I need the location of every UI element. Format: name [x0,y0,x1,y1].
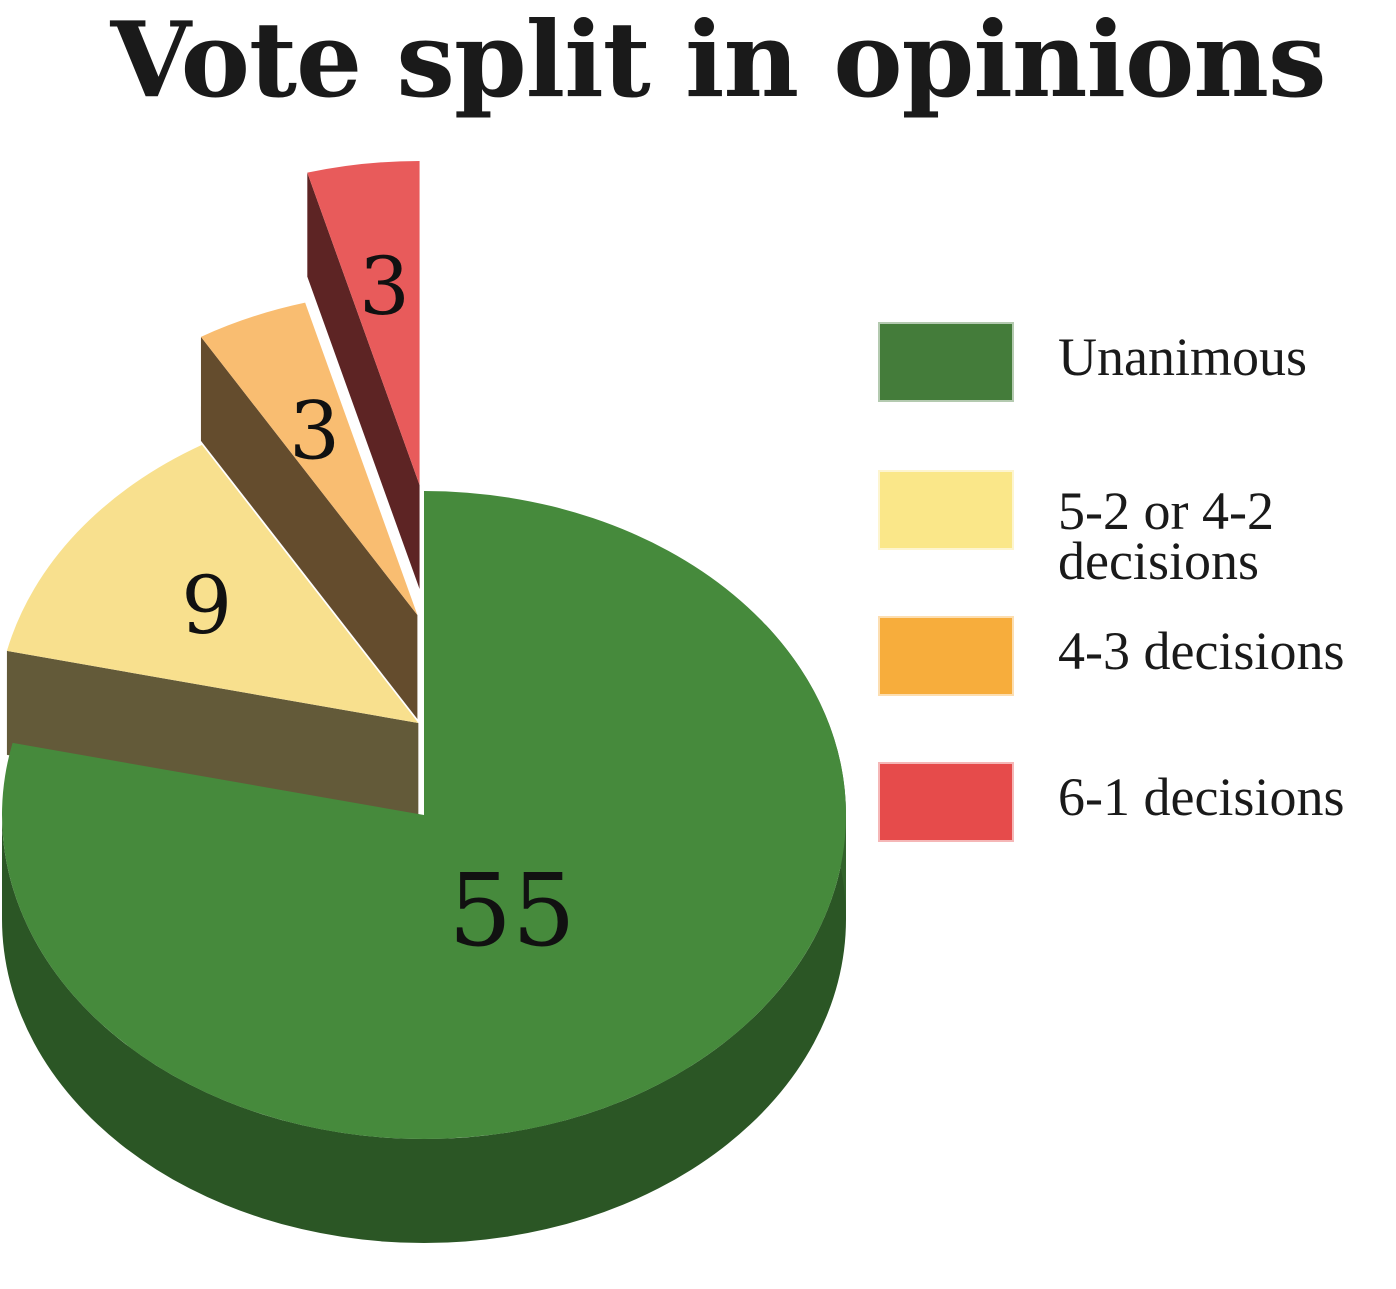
slice-side-wall-0 [2,815,846,1243]
legend-swatch [878,470,1014,550]
slice-value-label-0: 55 [448,852,575,969]
legend-label: 6-1 decisions [1058,767,1396,827]
slice-top-1 [6,444,419,723]
slice-cut-face-2 [200,336,418,719]
slice-top-0 [1,491,846,1139]
pie-slices-layer [1,161,846,1243]
legend-label: Unanimous [1058,327,1396,387]
legend-label-line: 6-1 decisions [1058,767,1345,827]
slice-cut-face-3 [307,172,420,590]
slice-group-1 [6,444,419,827]
slice-cut-face-1 [6,650,419,827]
slice-value-label-1: 9 [181,559,232,652]
legend-swatch [878,762,1014,842]
legend-label-line: Unanimous [1058,327,1307,387]
chart-title: Vote split in opinions [110,0,1326,121]
legend-label-line: 5-2 or 4-2 [1058,481,1274,541]
slice-top-3 [307,161,420,485]
slice-group-2 [200,302,418,719]
slice-group-0 [1,491,846,1243]
legend-label-line: 4-3 decisions [1058,621,1345,681]
slice-top-2 [200,302,418,615]
legend-label: 5-2 or 4-2 decisions [1058,481,1396,591]
legend-swatch [878,616,1014,696]
slice-value-label-2: 3 [289,384,340,477]
legend-label-line: decisions [1058,531,1259,591]
legend-label: 4-3 decisions [1058,621,1396,681]
legend-swatch [878,322,1014,402]
slice-value-label-3: 3 [359,240,410,333]
slice-group-3 [307,161,420,590]
